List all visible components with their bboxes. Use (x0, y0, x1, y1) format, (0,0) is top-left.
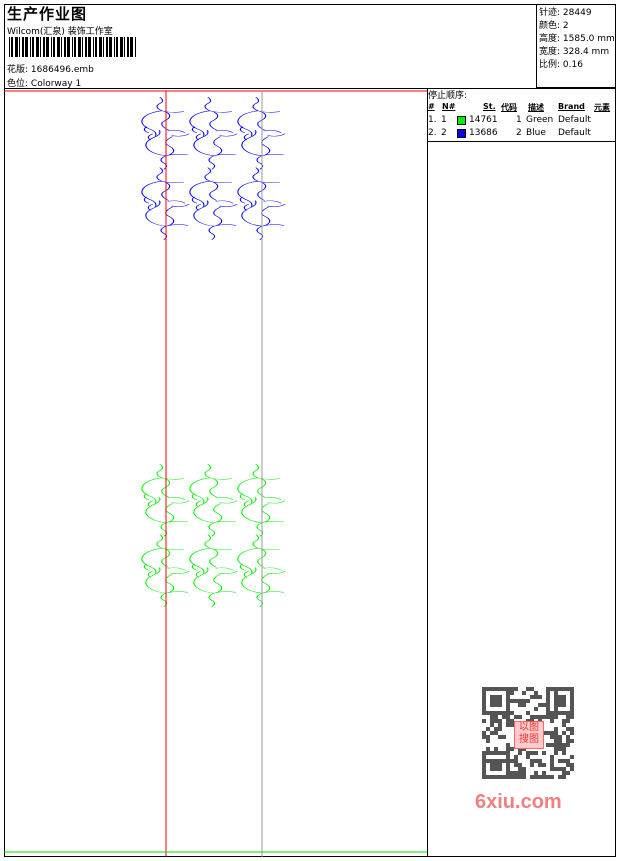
color-swatch-blue (457, 129, 466, 138)
green-motif (193, 495, 240, 539)
page-border (4, 4, 616, 857)
green-motif (237, 532, 284, 576)
stat-stitches: 针迹: 28449 (539, 8, 592, 18)
barcode (9, 37, 139, 57)
table-row: 1. 1 14761 1 Green Default (428, 115, 591, 125)
blue-motif (141, 95, 188, 138)
col-brand: Brand (558, 102, 585, 111)
blue-motif (141, 165, 188, 209)
col-stitches: St. (483, 102, 496, 111)
table-bottom-divider (427, 141, 616, 142)
green-motif (141, 462, 188, 505)
col-code: 代码 (501, 103, 517, 112)
stats-box: 针迹: 28449 颜色: 2 高度: 1585.0 mm 宽度: 328.4 … (536, 4, 616, 88)
green-motif (241, 495, 288, 539)
col-description: 描述 (528, 103, 544, 112)
stop-sequence-title: 停止顺序: (428, 91, 468, 101)
blue-motif (189, 95, 236, 138)
col-index: # (428, 102, 435, 111)
blue-motif (241, 128, 288, 172)
green-motif (189, 462, 236, 505)
green-motif (145, 566, 192, 609)
company-name: Wilcom(汇泉) 装饰工作室 (7, 27, 113, 37)
design-label: 花版: 1686496.emb (7, 65, 94, 75)
blue-motif (145, 199, 192, 242)
stat-colors: 颜色: 2 (539, 21, 569, 31)
color-swatch-green (457, 116, 466, 125)
stat-width: 宽度: 328.4 mm (539, 47, 610, 57)
blue-motif (237, 95, 284, 138)
colorway-value: Colorway 1 (30, 79, 82, 89)
panel-divider (427, 88, 428, 857)
page-title: 生产作业图 (7, 5, 88, 23)
green-motif (237, 462, 284, 505)
seal-stamp: 以图搜图 (514, 721, 544, 749)
header-divider (4, 88, 616, 89)
watermark: 以图搜图 6xiu.com (470, 679, 585, 816)
blue-motif (193, 128, 240, 172)
green-motif (241, 566, 288, 609)
colorway-label: 色位: Colorway 1 (7, 79, 82, 89)
watermark-text: 6xiu.com (475, 791, 562, 813)
blue-motif (241, 199, 288, 242)
qr-code (482, 687, 574, 779)
green-motif (193, 566, 240, 609)
col-number: N# (442, 102, 456, 111)
blue-motif (237, 165, 284, 209)
green-motif (145, 495, 192, 539)
stat-scale: 比例: 0.16 (539, 60, 583, 70)
stat-height: 高度: 1585.0 mm (539, 34, 615, 44)
col-element: 元素 (594, 103, 610, 112)
blue-motif (145, 128, 192, 172)
green-motif (189, 532, 236, 576)
design-filename: 1686496.emb (30, 65, 94, 75)
green-motif (141, 532, 188, 576)
table-row: 2. 2 13686 2 Blue Default (428, 128, 591, 138)
blue-motif (193, 199, 240, 242)
blue-motif (189, 165, 236, 209)
